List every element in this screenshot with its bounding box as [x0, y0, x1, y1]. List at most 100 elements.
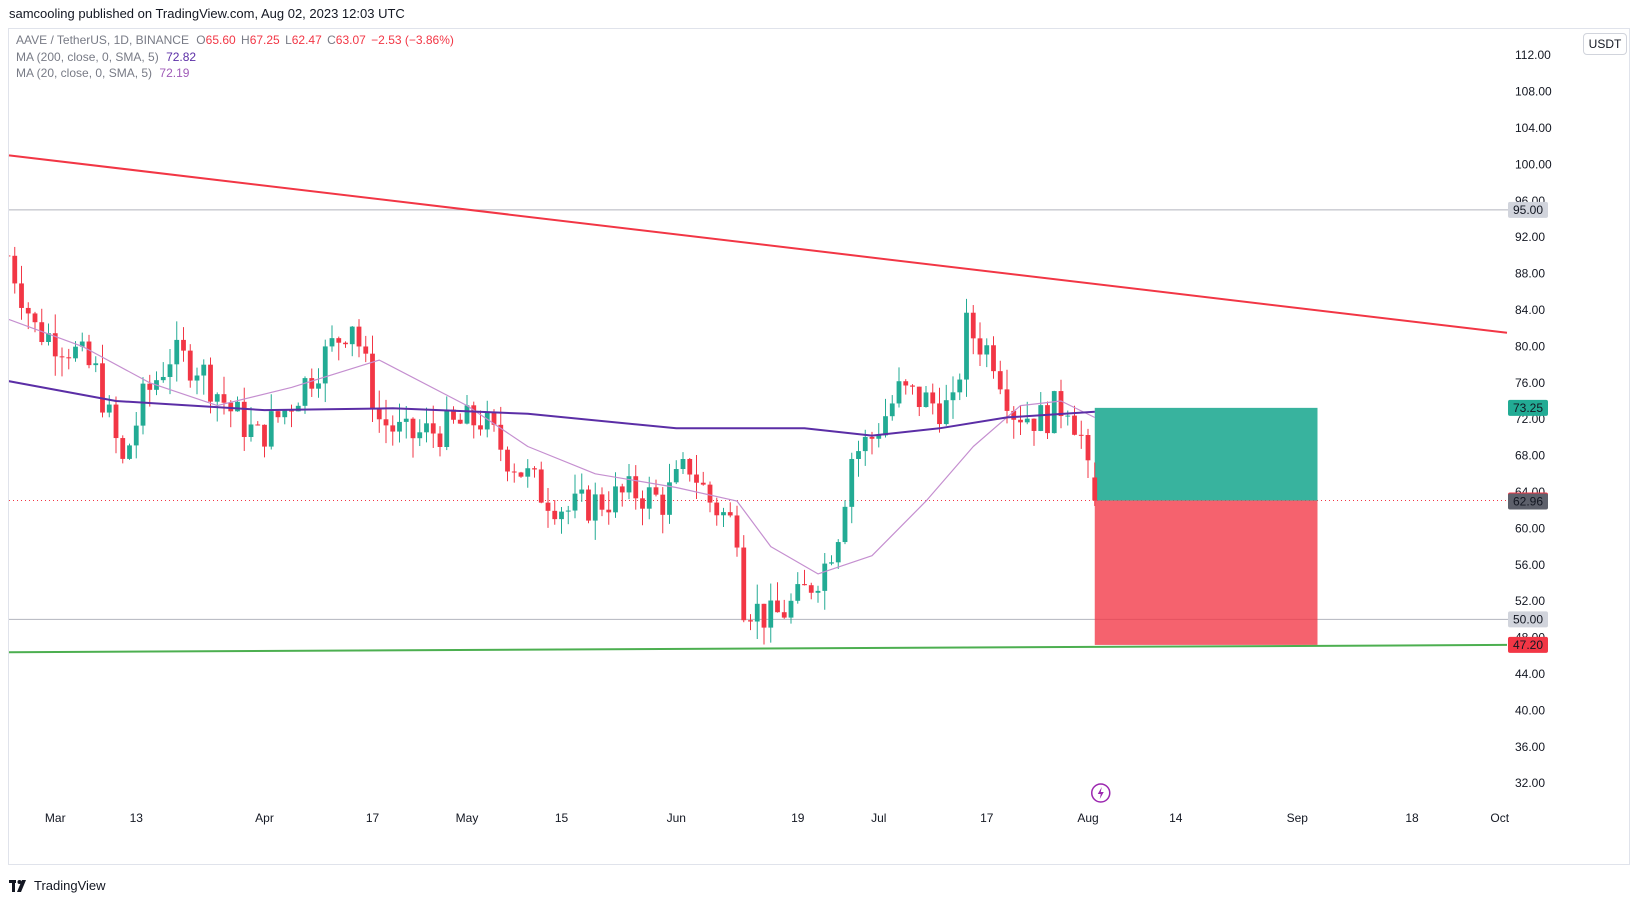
candle-body[interactable]	[1024, 418, 1030, 423]
resistance-trendline[interactable]	[8, 154, 1508, 334]
candle-body[interactable]	[73, 346, 78, 359]
candle-body[interactable]	[174, 339, 180, 365]
candle-body[interactable]	[525, 468, 531, 477]
ma200-line[interactable]	[8, 380, 1095, 437]
candle-body[interactable]	[403, 418, 409, 422]
candle-body[interactable]	[1038, 405, 1044, 431]
candle-body[interactable]	[849, 458, 855, 507]
candle-body[interactable]	[768, 600, 774, 628]
candle-body[interactable]	[916, 386, 922, 408]
candle-body[interactable]	[815, 590, 821, 593]
candle-body[interactable]	[592, 494, 598, 521]
candle-body[interactable]	[275, 411, 281, 418]
candle-body[interactable]	[140, 383, 146, 426]
candle-body[interactable]	[376, 408, 382, 420]
candle-body[interactable]	[329, 338, 335, 347]
candle-body[interactable]	[417, 432, 423, 439]
candle-body[interactable]	[896, 381, 902, 404]
candle-body[interactable]	[302, 378, 308, 406]
candle-body[interactable]	[349, 326, 355, 345]
candle-body[interactable]	[201, 364, 207, 376]
legend-ma20[interactable]: MA (20, close, 0, SMA, 5) 72.19	[16, 66, 189, 80]
candle-body[interactable]	[248, 424, 254, 437]
candle-body[interactable]	[1011, 410, 1017, 420]
candle-body[interactable]	[1065, 415, 1071, 417]
candle-body[interactable]	[46, 333, 51, 343]
candle-body[interactable]	[1031, 418, 1037, 431]
candle-body[interactable]	[241, 401, 247, 437]
candle-body[interactable]	[66, 357, 72, 359]
candle-body[interactable]	[25, 307, 31, 314]
candle-body[interactable]	[977, 338, 983, 355]
candle-body[interactable]	[741, 547, 747, 621]
candle-body[interactable]	[613, 486, 618, 513]
candle-body[interactable]	[444, 409, 450, 447]
candle-body[interactable]	[255, 424, 261, 426]
candle-body[interactable]	[356, 326, 362, 347]
candle-body[interactable]	[1004, 389, 1010, 411]
candle-body[interactable]	[532, 468, 537, 470]
candle-body[interactable]	[646, 487, 652, 509]
candle-body[interactable]	[59, 356, 65, 358]
candle-body[interactable]	[579, 489, 585, 494]
candle-body[interactable]	[781, 612, 787, 618]
candle-body[interactable]	[964, 312, 969, 380]
candle-body[interactable]	[788, 600, 794, 618]
candle-body[interactable]	[626, 476, 632, 493]
candle-body[interactable]	[599, 494, 605, 510]
currency-button[interactable]: USDT	[1583, 33, 1627, 55]
candle-body[interactable]	[147, 383, 153, 390]
candle-body[interactable]	[795, 584, 801, 601]
candle-body[interactable]	[727, 512, 733, 516]
candle-body[interactable]	[559, 511, 564, 520]
candle-body[interactable]	[133, 425, 139, 446]
candle-body[interactable]	[160, 376, 166, 381]
candle-body[interactable]	[194, 375, 200, 381]
candle-body[interactable]	[538, 469, 544, 503]
legend-ma200[interactable]: MA (200, close, 0, SMA, 5) 72.82	[16, 50, 196, 64]
candle-body[interactable]	[1058, 391, 1064, 417]
candle-body[interactable]	[653, 487, 659, 495]
candle-body[interactable]	[289, 410, 294, 412]
candle-body[interactable]	[322, 346, 328, 384]
candle-body[interactable]	[235, 401, 240, 412]
candle-body[interactable]	[113, 404, 119, 439]
candle-body[interactable]	[930, 392, 936, 404]
ma20-line[interactable]	[8, 318, 1096, 575]
candle-body[interactable]	[761, 603, 767, 628]
candle-body[interactable]	[316, 383, 321, 389]
candle-body[interactable]	[700, 482, 706, 485]
candle-body[interactable]	[79, 341, 85, 347]
support-trendline[interactable]	[8, 643, 1508, 654]
candle-body[interactable]	[856, 451, 861, 459]
candle-body[interactable]	[903, 381, 909, 386]
candle-body[interactable]	[808, 585, 814, 593]
candle-body[interactable]	[1078, 434, 1084, 436]
candle-body[interactable]	[390, 425, 396, 432]
candle-body[interactable]	[640, 498, 645, 509]
candle-body[interactable]	[478, 425, 483, 430]
candle-body[interactable]	[545, 502, 551, 511]
candle-body[interactable]	[748, 620, 753, 622]
candle-body[interactable]	[822, 563, 828, 591]
candle-body[interactable]	[268, 411, 274, 447]
candle-body[interactable]	[869, 436, 875, 439]
candle-body[interactable]	[309, 378, 315, 389]
candle-body[interactable]	[1051, 391, 1057, 434]
candle-body[interactable]	[208, 364, 213, 402]
candle-body[interactable]	[680, 458, 686, 470]
candle-body[interactable]	[228, 402, 234, 412]
candle-body[interactable]	[397, 421, 402, 432]
candle-body[interactable]	[943, 400, 949, 425]
candle-body[interactable]	[565, 510, 571, 512]
candle-body[interactable]	[437, 433, 443, 447]
candle-body[interactable]	[127, 445, 132, 459]
candle-body[interactable]	[714, 502, 720, 516]
candle-body[interactable]	[687, 458, 693, 475]
candle-body[interactable]	[876, 435, 882, 439]
candle-body[interactable]	[667, 482, 672, 515]
candle-body[interactable]	[120, 438, 126, 459]
candle-body[interactable]	[410, 418, 416, 439]
candle-body[interactable]	[910, 385, 915, 387]
